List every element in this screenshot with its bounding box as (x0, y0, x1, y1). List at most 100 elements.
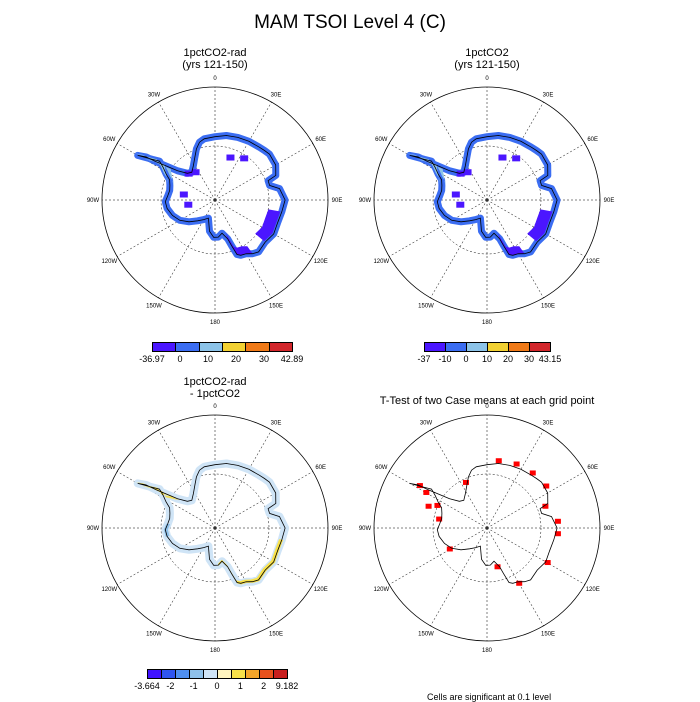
map-graticule: 0 30E 60E 90E 120E 150E 180 150W 120W 90W 60W 30W (359, 404, 615, 654)
colorbar-swatch (231, 669, 246, 679)
colorbar-swatch (245, 342, 270, 352)
colorbar-label: -1 (189, 681, 198, 691)
longitude-label: 60E (315, 465, 326, 471)
longitude-label: 150W (418, 304, 434, 310)
meridian (214, 527, 313, 585)
colorbar-swatch (152, 342, 177, 352)
colorbar-label: 20 (230, 354, 242, 364)
significant-cell (543, 483, 550, 489)
meridian (214, 527, 272, 626)
colorbar-swatch (268, 342, 293, 352)
colorbar-label: 20 (502, 354, 514, 364)
map-graticule: 0 30E 60E 90E 120E 150E 180 150W 120W 90W 60W 30W (359, 76, 615, 326)
colorbar-swatch (222, 342, 247, 352)
longitude-label: 120E (314, 259, 328, 265)
longitude-label: 120E (586, 587, 600, 593)
panel-3-title-line2: - 1pctCO2 (189, 388, 241, 400)
colorbar-swatch (245, 669, 260, 679)
coastline (409, 135, 558, 256)
diff-negative-west (163, 523, 171, 537)
significant-cell (554, 531, 561, 537)
coastline (137, 463, 286, 584)
meridian (117, 527, 216, 585)
field-cell (512, 155, 521, 162)
colorbar-swatch (203, 669, 218, 679)
longitude-label: 30E (271, 92, 282, 98)
longitude-label: 90E (332, 526, 343, 532)
colorbar-label: 10 (202, 354, 214, 364)
field-cell (463, 169, 472, 176)
longitude-label: 150W (418, 632, 434, 638)
colorbar-swatch (466, 342, 488, 352)
significant-cell (544, 560, 551, 566)
significant-cell (446, 546, 453, 552)
field-cell (456, 170, 465, 177)
panel-2-colorbar: -37 -10 0 10 20 30 43.15 (417, 342, 561, 366)
cooling-region-east (225, 233, 253, 256)
panel-2-title-line2: (yrs 121-150) (454, 59, 520, 71)
meridian (158, 527, 216, 626)
significant-cell (542, 503, 549, 509)
longitude-label: 60W (375, 465, 388, 471)
significant-cell (436, 516, 443, 522)
colorbar-label: 0 (463, 354, 469, 364)
longitude-label: 60E (587, 137, 598, 143)
longitude-label: 30E (543, 420, 554, 426)
longitude-label: 120W (101, 587, 117, 593)
longitude-label: 90E (604, 526, 615, 532)
panel-4-title-line1: T-Test of two Case means at each grid po… (379, 395, 595, 407)
panel-1-title-line2: (yrs 121-150) (182, 59, 248, 71)
panel-1-title: 1pctCO2-rad (yrs 121-150) (105, 47, 325, 71)
panel-2-title-line1: 1pctCO2 (465, 47, 509, 59)
longitude-label: 90W (359, 198, 372, 204)
longitude-label: 150E (269, 632, 283, 638)
longitude-label: 60W (375, 137, 388, 143)
panel-1-map: 0 30E 60E 90E 120E 150E 180 150W 120W 90W 60W 30W (87, 76, 343, 326)
panel-3-colorbar: -3.664 -2 -1 0 1 2 9.182 (134, 669, 298, 693)
longitude-label: 60W (103, 465, 116, 471)
longitude-label: 0 (213, 404, 217, 410)
longitude-label: 0 (485, 404, 489, 410)
colorbar-swatch (217, 669, 232, 679)
longitude-label: 120W (101, 259, 117, 265)
longitude-label: 150W (146, 304, 162, 310)
map-field (416, 458, 561, 586)
longitude-label: 180 (482, 648, 493, 654)
colorbar-swatch (198, 342, 223, 352)
colorbar-label: 42.89 (280, 354, 304, 364)
significant-cell (425, 503, 432, 509)
meridian (430, 527, 488, 626)
meridian (486, 471, 585, 529)
meridian (158, 430, 216, 529)
colorbar-label: -3.664 (134, 681, 160, 691)
longitude-label: 90W (87, 526, 100, 532)
meridian (389, 527, 488, 585)
longitude-label: 90E (332, 198, 343, 204)
coastline (137, 135, 286, 256)
longitude-label: 30W (420, 420, 433, 426)
colorbar-label: -10 (438, 354, 452, 364)
colorbar-swatch (529, 342, 551, 352)
colorbar-swatch (487, 342, 509, 352)
coastline (409, 463, 558, 584)
diff-band (133, 459, 290, 588)
colorbar-swatch (161, 669, 176, 679)
diff-positive-east (218, 539, 284, 585)
colorbar-label: -36.97 (139, 354, 165, 364)
longitude-label: 30E (543, 92, 554, 98)
panel-3-title: 1pctCO2-rad - 1pctCO2 (105, 376, 325, 400)
field-cell (451, 191, 460, 198)
longitude-label: 30W (420, 92, 433, 98)
field-cell (191, 169, 200, 176)
meridian (486, 527, 544, 626)
map-field (133, 459, 290, 588)
colorbar-label: 30 (523, 354, 535, 364)
colorbar-label: 43.15 (538, 354, 562, 364)
significant-cell (513, 461, 520, 467)
longitude-label: 120W (373, 259, 389, 265)
longitude-label: 90E (604, 198, 615, 204)
meridian (430, 430, 488, 529)
meridian (389, 199, 488, 257)
meridian (214, 143, 313, 201)
longitude-label: 180 (210, 320, 221, 326)
